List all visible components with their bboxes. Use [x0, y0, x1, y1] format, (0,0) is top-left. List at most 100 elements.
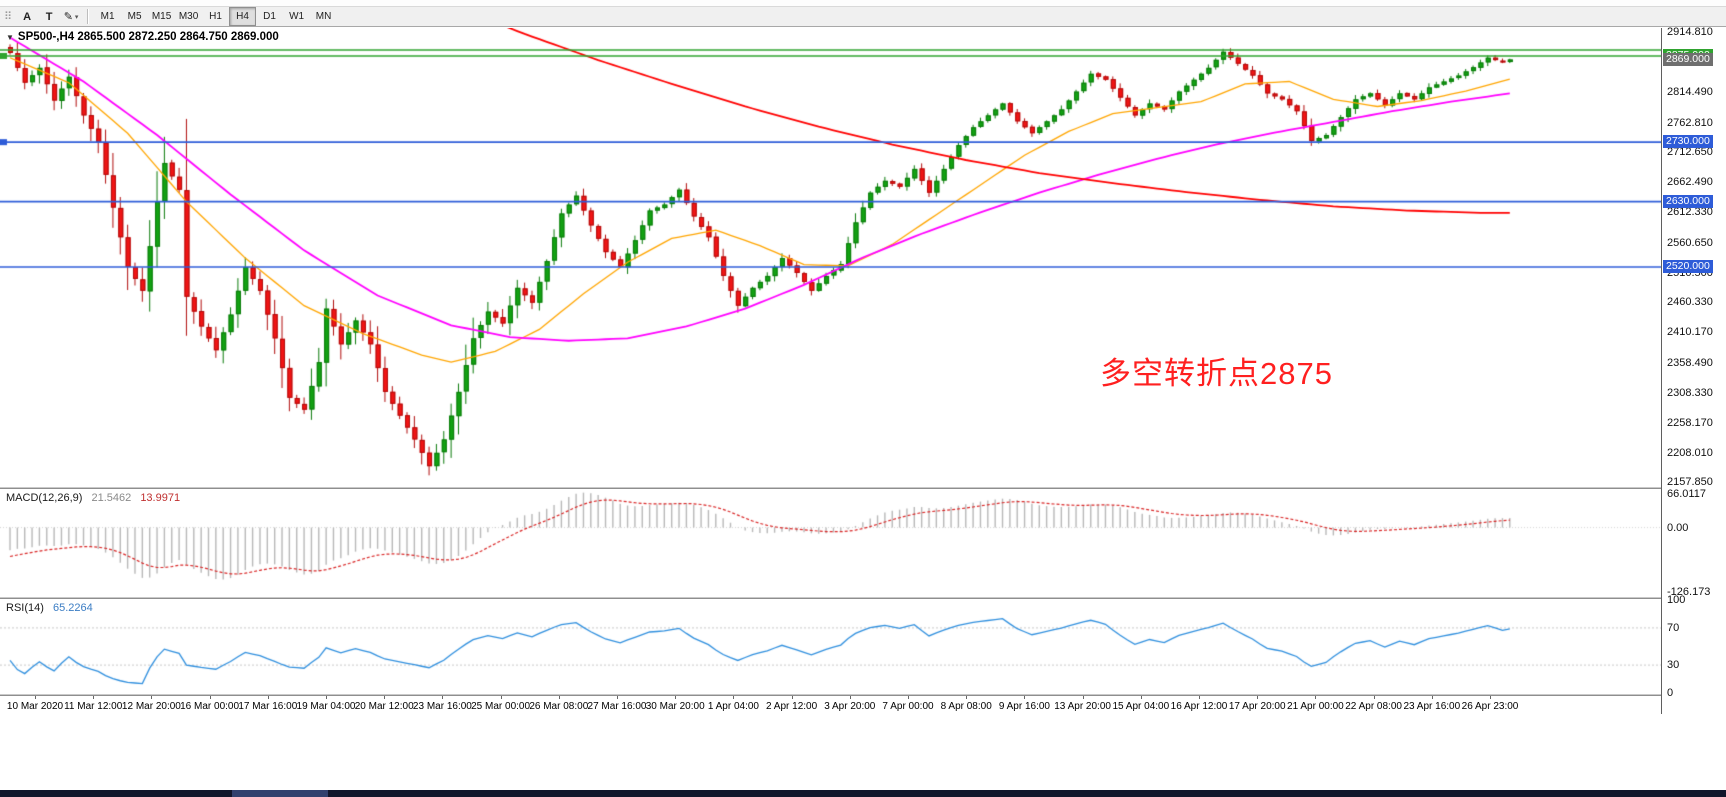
text-tool-button[interactable]: A	[23, 10, 32, 23]
timeframe-w1[interactable]: W1	[289, 11, 305, 22]
dropdown-arrow-icon: ▾	[74, 13, 79, 21]
timeframe-mn[interactable]: MN	[315, 11, 332, 22]
time-tick	[1140, 696, 1142, 699]
price-axis-tick: 2157.850	[1667, 476, 1713, 489]
time-tick	[675, 696, 677, 699]
time-tick	[1082, 696, 1084, 699]
macd-axis-tick: 0.00	[1667, 521, 1689, 534]
time-axis-label: 12 Mar 20:00	[121, 701, 181, 712]
rsi-axis-tick: 30	[1667, 659, 1680, 672]
time-axis-label: 17 Apr 20:00	[1228, 701, 1286, 712]
time-axis-label: 16 Apr 12:00	[1170, 701, 1228, 712]
macd-signal-value: 13.9971	[140, 492, 181, 504]
time-axis-label: 23 Mar 16:00	[412, 701, 472, 712]
time-axis-label: 2 Apr 12:00	[766, 701, 818, 712]
price-axis-tick: 2410.170	[1667, 326, 1713, 339]
time-tick	[908, 696, 909, 699]
macd-main-value: 21.5462	[91, 492, 132, 504]
time-tick	[1315, 696, 1317, 699]
price-axis-tick: 2358.490	[1667, 357, 1713, 370]
price-axis-tick: 2208.010	[1667, 446, 1713, 459]
price-chart-canvas[interactable]	[0, 28, 1661, 487]
price-badge: 2730.000	[1663, 135, 1713, 149]
time-tick	[326, 696, 327, 699]
price-axis-tick: 2612.330	[1667, 206, 1713, 219]
time-axis-label: 11 Mar 12:00	[64, 701, 123, 712]
price-axis-tick: 2258.170	[1667, 416, 1713, 429]
rsi-value: 65.2264	[52, 602, 93, 614]
timeframe-m1[interactable]: M1	[100, 11, 115, 22]
price-axis-tick: 2712.650	[1667, 146, 1713, 159]
time-tick	[500, 696, 502, 699]
chart-title-text: SP500-,H4 2865.500 2872.250 2864.750 286…	[17, 31, 279, 43]
toolbar-separator	[87, 9, 90, 24]
time-axis-label: 25 Mar 00:00	[471, 701, 531, 712]
time-axis-label: 22 Apr 08:00	[1345, 701, 1402, 712]
time-axis-label: 26 Mar 08:00	[529, 701, 589, 712]
time-axis-label: 21 Apr 00:00	[1287, 701, 1344, 712]
timeframe-m5[interactable]: M5	[127, 11, 142, 22]
time-axis[interactable]: 10 Mar 2020 11 Mar 12:00 12 Mar 20:00 16 Ma…	[0, 696, 1661, 714]
time-tick	[1373, 696, 1375, 699]
time-axis-label: 26 Apr 23:00	[1461, 701, 1519, 712]
time-tick	[1431, 696, 1433, 699]
time-axis-label: 9 Apr 16:00	[998, 701, 1050, 712]
time-tick	[267, 696, 269, 699]
time-tick	[733, 696, 735, 699]
macd-canvas[interactable]	[0, 489, 1661, 597]
price-axis-tick: 2914.810	[1667, 26, 1713, 39]
time-axis-label: 13 Apr 20:00	[1054, 701, 1111, 712]
time-axis-label: 27 Mar 16:00	[587, 701, 647, 712]
time-tick	[384, 696, 386, 699]
macd-name: MACD(12,26,9)	[6, 492, 83, 504]
timeframe-m15[interactable]: M15	[151, 11, 172, 22]
macd-axis-tick: -126.173	[1667, 586, 1711, 599]
pane-divider[interactable]	[0, 694, 1726, 696]
time-axis-label: 8 Apr 08:00	[940, 701, 992, 712]
time-tick	[791, 696, 793, 699]
draw-tool-button[interactable]: ✎ ▾	[60, 7, 82, 26]
time-tick	[93, 696, 95, 699]
time-tick	[209, 696, 211, 699]
time-tick	[1257, 696, 1259, 699]
timeframe-d1[interactable]: D1	[263, 11, 276, 22]
time-tick	[442, 696, 444, 699]
rsi-axis-tick: 0	[1667, 687, 1674, 699]
time-tick	[617, 696, 618, 699]
trade-annotation-text[interactable]: 多空转折点2875	[1100, 356, 1333, 391]
pane-divider[interactable]	[0, 597, 1726, 599]
time-tick	[1024, 696, 1026, 699]
pane-divider[interactable]	[0, 487, 1726, 489]
time-tick	[849, 696, 851, 699]
rsi-name: RSI(14)	[6, 602, 44, 614]
timeframe-h1[interactable]: H1	[209, 11, 222, 22]
price-axis-tick: 2308.330	[1667, 386, 1713, 399]
time-axis-label: 3 Apr 20:00	[824, 701, 876, 712]
type-tool-button[interactable]: T	[45, 10, 53, 23]
toolbar-handle-icon[interactable]: ⠿	[4, 11, 13, 23]
time-tick	[558, 696, 560, 699]
time-axis-label: 10 Mar 2020	[6, 701, 64, 712]
price-axis[interactable]: 2914.8102864.6502814.4902762.8102712.650…	[1661, 26, 1726, 714]
time-tick	[1199, 696, 1200, 699]
price-badge: 2520.000	[1663, 260, 1713, 273]
time-axis-label: 20 Mar 12:00	[354, 701, 414, 712]
taskbar[interactable]	[0, 790, 1726, 797]
rsi-canvas[interactable]	[0, 599, 1661, 694]
timeframe-m30[interactable]: M30	[178, 11, 199, 22]
pen-icon: ✎	[63, 11, 73, 23]
time-axis-label: 16 Mar 00:00	[180, 701, 240, 712]
chart-title: ▼ SP500-,H4 2865.500 2872.250 2864.750 2…	[6, 31, 279, 43]
price-axis-tick: 2560.650	[1667, 236, 1713, 249]
macd-axis-tick: 66.0117	[1667, 487, 1706, 500]
time-axis-label: 17 Mar 16:00	[238, 701, 298, 712]
taskbar-item[interactable]	[232, 790, 328, 797]
price-axis-tick: 2814.490	[1667, 85, 1713, 98]
price-axis-tick: 2662.490	[1667, 176, 1713, 189]
rsi-label: RSI(14) 65.2264	[6, 602, 93, 614]
time-tick	[1490, 696, 1491, 699]
time-axis-label: 7 Apr 00:00	[882, 701, 934, 712]
chart-collapse-icon[interactable]: ▼	[6, 32, 14, 42]
timeframe-h4[interactable]: H4	[229, 7, 257, 26]
price-axis-tick: 2762.810	[1667, 116, 1713, 129]
